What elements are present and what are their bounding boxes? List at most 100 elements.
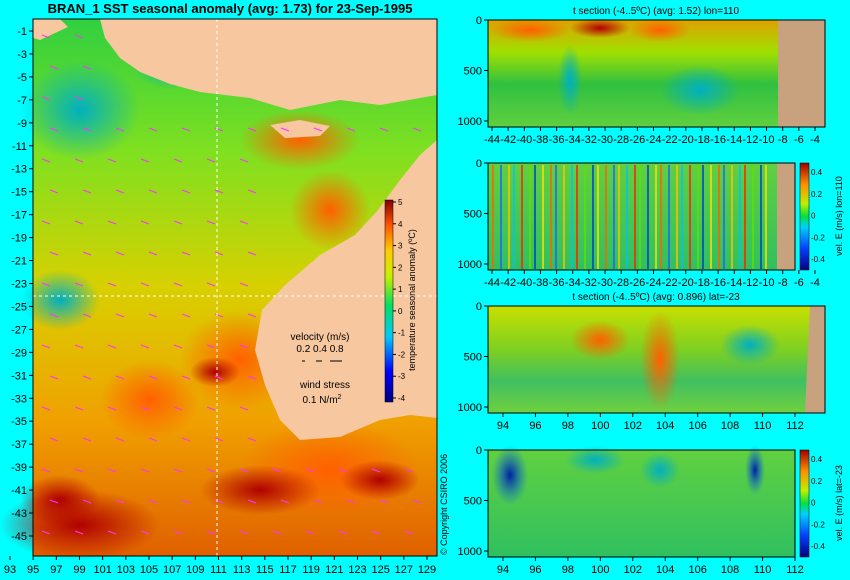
velocity-stripe	[513, 165, 515, 269]
lat-tick-label: -5	[17, 72, 27, 84]
map-lon-ticks: 93 95 97 99 101 103 105 107 109 111 113 115 117 119 12…	[4, 556, 436, 576]
wind-arrow	[41, 530, 51, 535]
wind-arrow	[140, 468, 150, 473]
panel-x-tick-label: -40	[516, 134, 532, 146]
wind-arrow	[115, 127, 125, 132]
velocity-stripe	[529, 165, 531, 269]
wind-arrow	[371, 530, 381, 535]
panel-x-tick-label: -12	[742, 134, 758, 146]
wind-arrow	[181, 127, 191, 132]
panel-x-tick-label: -30	[597, 277, 613, 289]
wind-arrow	[206, 468, 216, 473]
velocity-stripe	[660, 165, 662, 269]
velocity-legend: velocity (m/s) 0.2 0.4 0.8 wind stress 0…	[291, 332, 350, 406]
panel-colorbar-tick-label: 0	[811, 212, 816, 221]
wind-arrow	[206, 530, 216, 535]
colorbar-tick-label: 2	[398, 263, 403, 272]
wind-arrow	[346, 127, 356, 132]
panel-y-tick-label: 1000	[458, 546, 482, 558]
wind-arrow	[74, 530, 84, 535]
panel-temp-lat-23-land	[805, 306, 825, 413]
panel-x-tick-label: 94	[497, 420, 509, 432]
wind-arrow	[49, 375, 59, 380]
wind-arrow	[272, 468, 282, 473]
panel-x-tick-label: -20	[678, 277, 694, 289]
velocity-stripe	[697, 165, 699, 269]
wind-arrow	[49, 251, 59, 256]
panel-x-tick-label: -36	[549, 134, 565, 146]
velocity-legend-values: 0.2 0.4 0.8	[296, 344, 344, 355]
panel-x-tick-label: -32	[581, 134, 597, 146]
lat-tick-label: -7	[17, 95, 27, 107]
velocity-stripe	[739, 165, 741, 269]
wind-arrow	[214, 375, 224, 380]
panel-x-tick-label: -6	[794, 277, 804, 289]
lon-tick-label: 121	[325, 564, 343, 576]
wind-arrow	[82, 65, 92, 70]
lat-tick-label: -15	[11, 187, 27, 199]
lon-tick-label: 97	[50, 564, 62, 576]
panel-x-tick-label: -28	[613, 134, 629, 146]
wind-arrow	[107, 282, 117, 287]
wind-arrow	[173, 468, 183, 473]
panel-x-tick-label: 110	[754, 420, 772, 432]
wind-arrow	[115, 437, 125, 442]
panel-x-tick-label: -34	[565, 134, 581, 146]
lat-tick-label: -17	[11, 210, 27, 222]
lat-tick-label: -1	[17, 26, 27, 38]
wind-arrow	[206, 282, 216, 287]
velocity-stripe	[634, 165, 636, 269]
lon-tick-label: 99	[73, 564, 85, 576]
wind-arrow	[148, 127, 158, 132]
map-title: BRAN_1 SST seasonal anomaly (avg: 1.73) …	[48, 1, 413, 16]
lon-tick-label: 127	[395, 564, 413, 576]
wind-arrow	[412, 499, 422, 504]
lat-tick-label: -41	[11, 485, 27, 497]
panel-y-tick-label: 0	[476, 445, 482, 457]
wind-arrow	[181, 375, 191, 380]
wind-arrow	[214, 189, 224, 194]
wind-arrow	[247, 251, 257, 256]
panel-x-tick-label: 104	[656, 420, 674, 432]
lat-tick-label: -29	[11, 347, 27, 359]
wind-arrow	[41, 406, 51, 411]
velocity-stripe	[647, 165, 649, 269]
wind-arrow	[181, 251, 191, 256]
panel-colorbar-tick-label: 0.4	[811, 455, 823, 464]
velocity-stripe	[702, 165, 704, 269]
wind-legend-value-main: 0.1 N/m	[303, 395, 338, 406]
wind-arrow	[239, 158, 249, 163]
wind-arrow	[173, 158, 183, 163]
wind-arrow	[181, 189, 191, 194]
velocity-stripe	[542, 165, 544, 269]
wind-arrow	[173, 530, 183, 535]
panel-vel-lat-23-colorbar	[799, 449, 810, 558]
panel-x-tick-label: -34	[565, 277, 581, 289]
anomaly-colorbar-ticks: 5 4 3 2 1 0 -1 -2 -3 -4	[393, 198, 406, 403]
wind-arrow	[247, 437, 257, 442]
panel-x-tick-label: 94	[497, 564, 509, 576]
wind-arrow	[41, 344, 51, 349]
panel-x-tick-label: 98	[562, 564, 574, 576]
wind-arrow	[82, 313, 92, 318]
panel-x-tick-label: 108	[721, 420, 739, 432]
wind-arrow	[280, 499, 290, 504]
panel-colorbar-tick-label: -0.2	[811, 233, 825, 242]
wind-arrow	[181, 437, 191, 442]
velocity-stripe	[613, 165, 615, 269]
wind-arrow	[206, 344, 216, 349]
colorbar-tick-label: 3	[398, 242, 403, 251]
lon-tick-label: 115	[256, 564, 274, 576]
wind-arrow	[49, 127, 59, 132]
wind-arrow	[313, 499, 323, 504]
lat-tick-label: -39	[11, 462, 27, 474]
wind-arrow	[148, 189, 158, 194]
colorbar-tick-label: 5	[398, 198, 403, 207]
wind-arrow	[206, 220, 216, 225]
wind-arrow	[140, 282, 150, 287]
lon-tick-label: 105	[140, 564, 158, 576]
panel-vel-lat-23: vel. E (m/s) lat=-23	[487, 445, 844, 558]
panel-y-tick-label: 500	[464, 209, 482, 221]
wind-arrow	[247, 313, 257, 318]
